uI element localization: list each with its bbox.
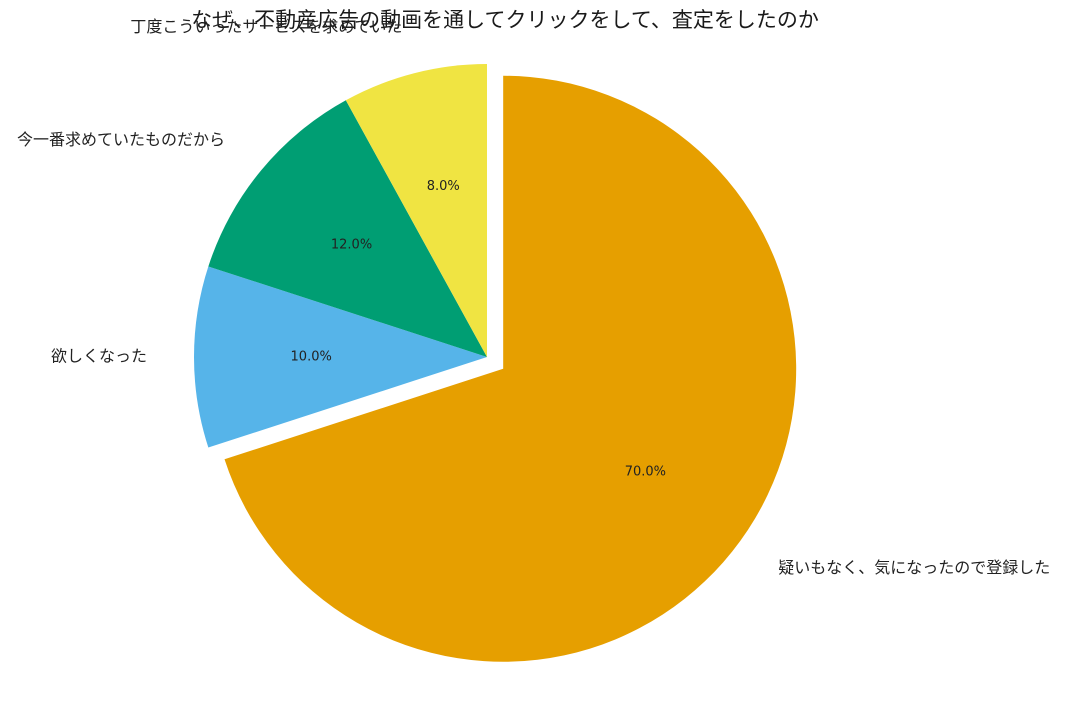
slice-label-0: 疑いもなく、気になったので登録した: [778, 558, 1050, 577]
slice-percent-1: 10.0%: [291, 350, 332, 365]
pie-slice-0: [224, 75, 797, 662]
chart-title: なぜ、不動産広告の動画を通してクリックをして、査定をしたのか: [191, 8, 819, 32]
slice-label-2: 今一番求めていたものだから: [17, 130, 225, 149]
slice-label-3: 丁度こういったサービスを求めていた: [130, 17, 402, 36]
pie-labels: 疑いもなく、気になったので登録した 70.0% 欲しくなった 10.0% 今一番求めてい…: [17, 17, 1050, 577]
pie-slice-1: [194, 266, 487, 448]
slice-label-1: 欲しくなった: [51, 347, 147, 366]
slice-percent-0: 70.0%: [625, 465, 666, 480]
pie-slice-2: [208, 100, 487, 358]
slice-percent-2: 12.0%: [331, 237, 372, 252]
pie-slices: [194, 64, 797, 662]
slice-percent-3: 8.0%: [427, 179, 460, 194]
pie-slice-3: [345, 64, 487, 357]
